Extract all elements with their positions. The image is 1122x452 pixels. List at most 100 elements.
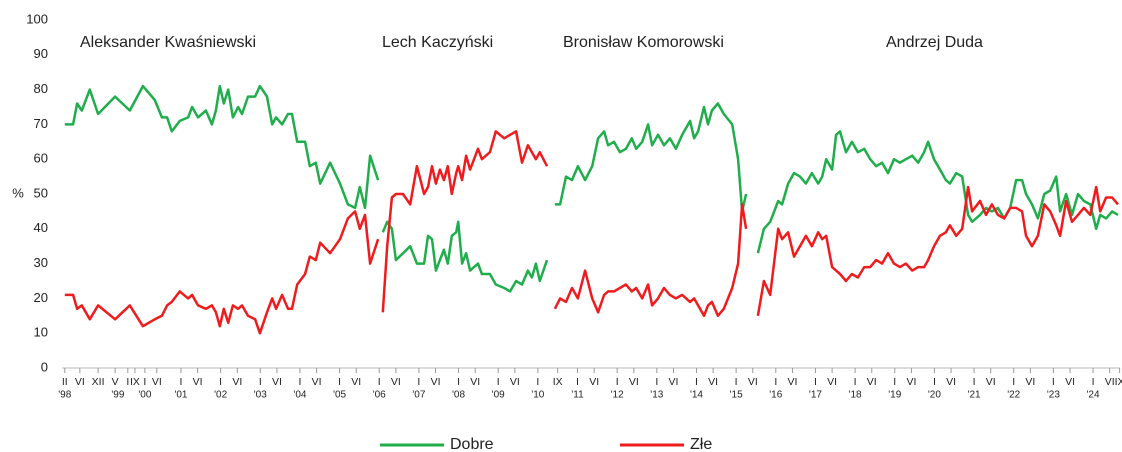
x-tick-label: VI	[431, 376, 441, 388]
x-tick-label: I	[1012, 376, 1015, 388]
x-tick-label: VI	[748, 376, 758, 388]
x-tick-label: VI	[589, 376, 599, 388]
year-label: '02	[214, 390, 227, 401]
year-label: '13	[650, 390, 663, 401]
x-tick-label: I	[616, 376, 619, 388]
annotation: Andrzej Duda	[886, 34, 983, 51]
x-tick-label: I	[933, 376, 936, 388]
x-tick-label: I	[655, 376, 658, 388]
annotation: Bronisław Komorowski	[563, 34, 724, 51]
x-tick-label: I	[457, 376, 460, 388]
x-tick-label: VI	[351, 376, 361, 388]
year-label: '14	[690, 390, 703, 401]
year-label: '09	[492, 390, 505, 401]
y-tick-label: 70	[34, 116, 48, 131]
annotation: Aleksander Kwaśniewski	[80, 34, 256, 51]
x-tick-label: II	[62, 376, 68, 388]
year-label: '11	[571, 390, 584, 401]
year-label: '22	[1007, 390, 1020, 401]
y-tick-label: 0	[41, 359, 48, 374]
x-tick-label: I	[378, 376, 381, 388]
y-tick-label: 100	[26, 11, 48, 26]
x-tick-label: VI	[629, 376, 639, 388]
x-tick-label: I	[893, 376, 896, 388]
x-tick-label: XII	[92, 376, 105, 388]
year-label: '05	[333, 390, 346, 401]
year-label: '07	[412, 390, 425, 401]
x-tick-label: I	[854, 376, 857, 388]
line-series	[64, 130, 1119, 335]
year-label: '99	[111, 390, 124, 401]
y-tick-label: 90	[34, 46, 48, 61]
year-label: '20	[928, 390, 941, 401]
year-label: '16	[769, 390, 782, 401]
x-tick-label: I	[259, 376, 262, 388]
x-tick-label: VI	[312, 376, 322, 388]
x-tick-label: VI	[1025, 376, 1035, 388]
year-label: '06	[373, 390, 386, 401]
x-tick-label: I	[735, 376, 738, 388]
x-tick-label: I	[973, 376, 976, 388]
y-tick-label: 60	[34, 151, 48, 166]
year-label: '03	[254, 390, 267, 401]
x-tick-label: VI	[391, 376, 401, 388]
x-tick-label: I	[774, 376, 777, 388]
x-tick-label: VI	[272, 376, 282, 388]
x-tick-label: VI	[986, 376, 996, 388]
x-tick-label: IX	[130, 376, 140, 388]
year-label: '12	[611, 390, 624, 401]
x-tick-label: IX	[1115, 376, 1122, 388]
x-tick-label: VI	[787, 376, 797, 388]
y-axis-label: %	[12, 185, 24, 200]
year-label: '17	[809, 390, 822, 401]
x-tick-label: I	[126, 376, 129, 388]
y-tick-label: 40	[34, 220, 48, 235]
x-tick-label: I	[219, 376, 222, 388]
x-tick-label: IX	[553, 376, 563, 388]
year-label: '08	[452, 390, 465, 401]
x-tick-label: VI	[867, 376, 877, 388]
x-tick-label: VI	[708, 376, 718, 388]
x-tick-label: I	[1092, 376, 1095, 388]
x-tick-label: I	[338, 376, 341, 388]
legend-label: Dobre	[450, 436, 494, 452]
x-tick-label: VI	[232, 376, 242, 388]
x-tick-label: V	[112, 376, 119, 388]
x-tick-label: VI	[152, 376, 162, 388]
x-tick-label: I	[497, 376, 500, 388]
y-tick-label: 50	[34, 185, 48, 200]
x-tick-label: I	[417, 376, 420, 388]
x-tick-label: VI	[946, 376, 956, 388]
y-tick-label: 10	[34, 325, 48, 340]
x-tick-label: VI	[906, 376, 916, 388]
year-label: '15	[730, 390, 743, 401]
x-tick-label: VI	[510, 376, 520, 388]
year-label: '21	[968, 390, 981, 401]
line-series	[64, 84, 1119, 293]
legend-label: Złe	[690, 436, 712, 452]
annotation: Lech Kaczyński	[382, 34, 493, 51]
x-tick-label: VI	[827, 376, 837, 388]
x-tick-label: I	[180, 376, 183, 388]
y-tick-label: 20	[34, 290, 48, 305]
x-tick-label: VI	[470, 376, 480, 388]
year-label: '98	[58, 390, 71, 401]
x-tick-label: I	[576, 376, 579, 388]
x-tick-label: I	[695, 376, 698, 388]
year-label: '10	[531, 390, 544, 401]
year-label: '18	[849, 390, 862, 401]
y-tick-label: 80	[34, 81, 48, 96]
year-label: '04	[293, 390, 306, 401]
x-tick-label: VI	[193, 376, 203, 388]
x-tick-label: VI	[669, 376, 679, 388]
y-tick-label: 30	[34, 255, 48, 270]
year-label: '00	[138, 390, 151, 401]
year-label: '23	[1047, 390, 1060, 401]
year-label: '24	[1087, 390, 1100, 401]
x-tick-label: I	[143, 376, 146, 388]
x-tick-label: VI	[75, 376, 85, 388]
year-label: '19	[888, 390, 901, 401]
x-tick-label: I	[1052, 376, 1055, 388]
x-tick-label: I	[298, 376, 301, 388]
